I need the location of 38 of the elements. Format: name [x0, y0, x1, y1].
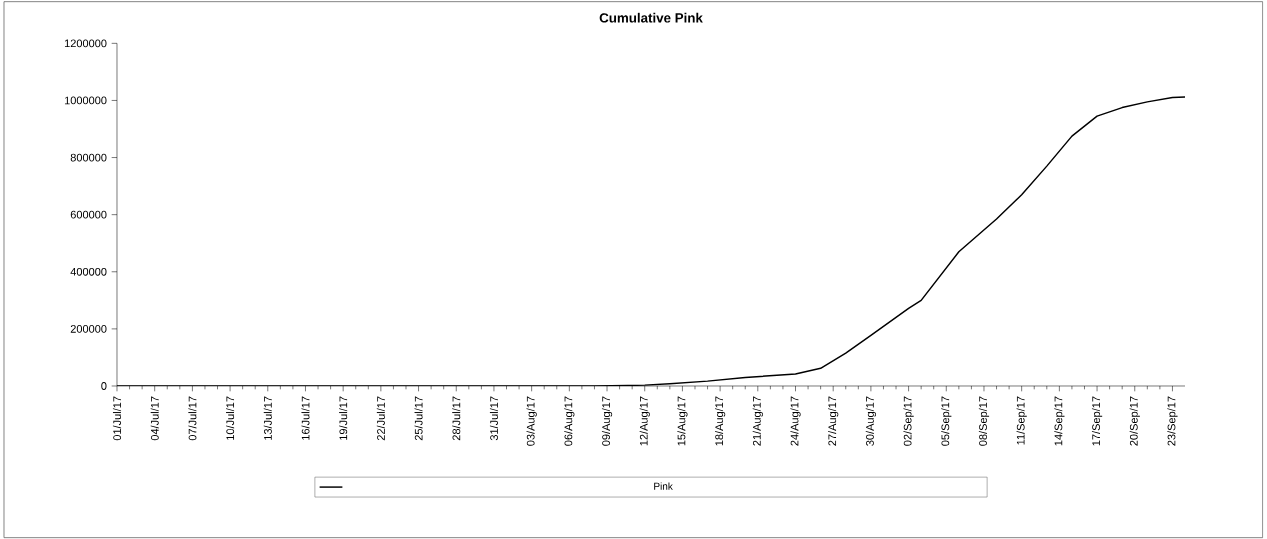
x-tick-label: 06/Aug/17 — [564, 396, 575, 446]
y-tick-label: 1200000 — [64, 39, 107, 48]
x-tick-label: 31/Jul/17 — [489, 396, 498, 441]
x-tick-label: 23/Sep/17 — [1167, 396, 1178, 446]
chart-title: Cumulative Pink — [599, 12, 703, 23]
x-tick-label: 18/Aug/17 — [714, 396, 726, 446]
x-tick-label: 14/Sep/17 — [1054, 396, 1065, 446]
x-tick-label: 02/Sep/17 — [903, 396, 914, 446]
x-tick-label: 30/Aug/17 — [865, 396, 877, 446]
y-tick-label: 200000 — [70, 325, 107, 333]
x-tick-label: 07/Jul/17 — [188, 396, 197, 441]
x-tick-label: 21/Aug/17 — [752, 396, 763, 446]
y-tick-label: 800000 — [70, 153, 107, 162]
x-tick-label: 11/Sep/17 — [1016, 396, 1027, 445]
x-tick-label: 13/Jul/17 — [263, 396, 272, 440]
x-tick-label: 28/Jul/17 — [452, 396, 461, 441]
x-tick-label: 08/Sep/17 — [978, 396, 990, 446]
y-tick-label: 0 — [101, 382, 107, 390]
x-tick-label: 20/Sep/17 — [1129, 396, 1140, 446]
x-tick-label: 10/Jul/17 — [226, 396, 235, 440]
x-tick-label: 09/Aug/17 — [601, 396, 613, 446]
x-tick-label: 05/Sep/17 — [941, 396, 952, 446]
x-tick-label: 16/Jul/17 — [301, 396, 310, 440]
y-tick-label: 400000 — [70, 267, 107, 276]
x-tick-label: 24/Aug/17 — [790, 396, 801, 446]
x-tick-label: 01/Jul/17 — [112, 396, 122, 441]
x-tick-label: 12/Aug/17 — [639, 396, 650, 446]
x-tick-label: 27/Aug/17 — [828, 396, 839, 446]
x-tick-label: 15/Aug/17 — [677, 396, 688, 446]
x-tick-label: 03/Aug/17 — [526, 396, 537, 446]
x-tick-label: 19/Jul/17 — [339, 396, 348, 440]
y-tick-label: 600000 — [70, 210, 107, 219]
x-tick-label: 04/Jul/17 — [150, 396, 159, 441]
x-tick-label: 17/Sep/17 — [1091, 396, 1103, 446]
text: Pink — [654, 482, 673, 490]
x-tick-label: 22/Jul/17 — [376, 396, 385, 441]
x-tick-label: 25/Jul/17 — [414, 396, 423, 441]
y-tick-label: 1000000 — [64, 96, 107, 105]
